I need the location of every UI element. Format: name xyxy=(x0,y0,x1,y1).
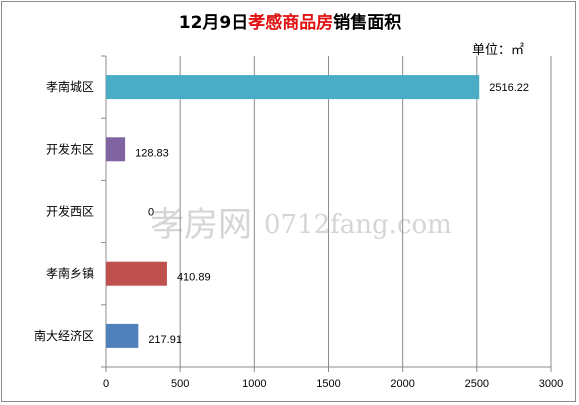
x-tick-label: 1500 xyxy=(316,378,340,390)
data-label: 410.89 xyxy=(177,272,211,284)
chart-title: 12月9日孝感商品房销售面积 xyxy=(179,12,402,33)
category-label: 开发西区 xyxy=(46,204,94,219)
x-tick-label: 2000 xyxy=(390,378,414,390)
chart-title-highlight: 孝感商品房 xyxy=(248,12,333,33)
watermark-logo: 孝房网 xyxy=(150,205,252,245)
category-label: 南大经济区 xyxy=(34,328,94,343)
watermark-site: 0712fang.com xyxy=(264,210,452,240)
data-label: 2516.22 xyxy=(489,82,529,94)
plot-area: 0 500 1000 1500 2000 2500 3000 孝南城区 2516.22 开发东区 1… xyxy=(34,55,563,390)
x-tick-label: 3000 xyxy=(539,378,563,390)
unit-label: 单位：㎡ xyxy=(472,43,524,58)
chart-title-suffix: 销售面积 xyxy=(333,12,401,33)
x-tick-label: 1000 xyxy=(242,378,266,390)
x-tick-label: 500 xyxy=(171,378,189,390)
bar xyxy=(106,137,126,162)
x-tick-label: 2500 xyxy=(465,378,489,390)
category-label: 开发东区 xyxy=(46,141,94,156)
x-tick-label: 0 xyxy=(103,378,109,390)
category-label: 孝南城区 xyxy=(46,79,94,94)
bar xyxy=(106,261,167,286)
category-label: 孝南乡镇 xyxy=(46,266,94,281)
data-label: 0 xyxy=(148,207,154,219)
data-label: 217.91 xyxy=(148,334,182,346)
bar xyxy=(106,323,139,348)
watermark: 孝房网 0712fang.com xyxy=(150,205,452,245)
data-label: 128.83 xyxy=(135,147,169,159)
chart-title-date: 12月9日 xyxy=(179,13,249,33)
bar xyxy=(106,75,480,100)
